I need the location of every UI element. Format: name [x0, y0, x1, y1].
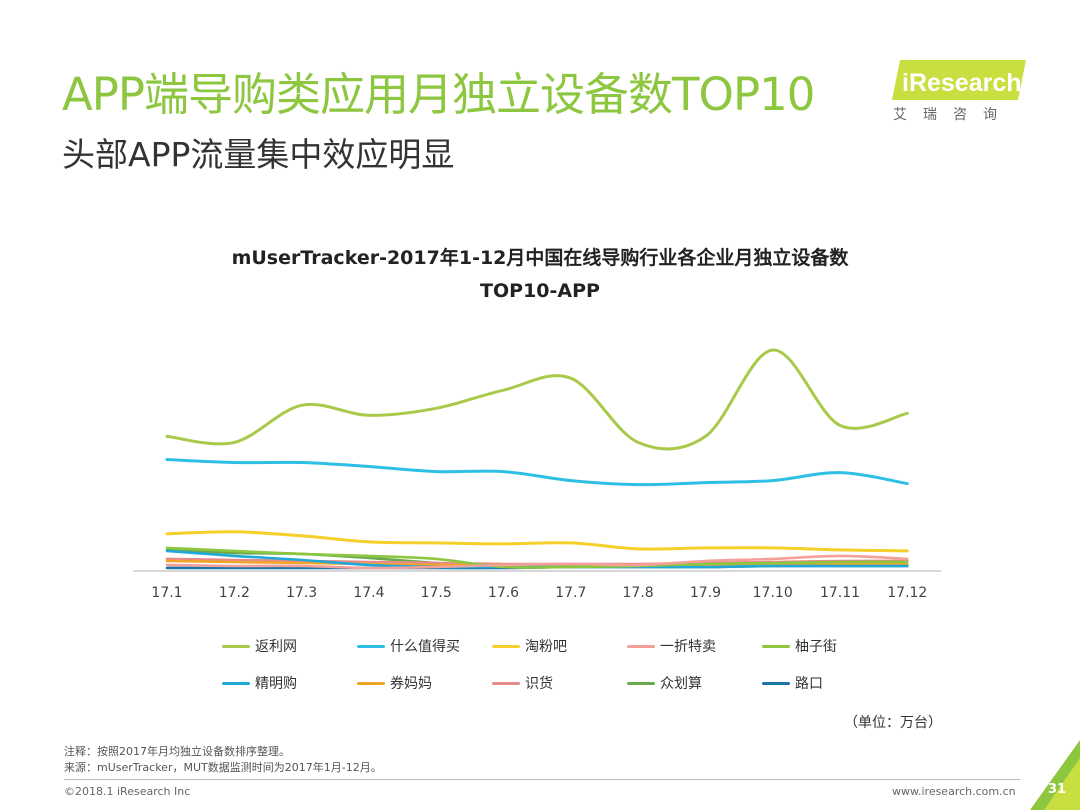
x-tick-label: 17.9: [690, 585, 721, 601]
x-tick-label: 17.7: [555, 585, 586, 601]
chart-title-line-2: TOP10-APP: [480, 280, 600, 302]
legend-item: 淘粉吧: [492, 636, 567, 656]
legend-item: 识货: [492, 673, 553, 693]
series-line-1: [165, 348, 909, 451]
page-subtitle: 头部APP流量集中效应明显: [62, 135, 455, 174]
legend-label: 什么值得买: [390, 639, 460, 655]
site-url: www.iresearch.com.cn: [892, 785, 1016, 798]
series-line-4: [165, 554, 909, 570]
unit-note: （单位：万台）: [844, 715, 942, 731]
legend-swatch: [357, 644, 385, 648]
x-tick-label: 17.3: [286, 585, 317, 601]
legend-item: 柚子街: [762, 636, 837, 656]
legend-label: 众划算: [660, 676, 702, 692]
page-number: 31: [1047, 782, 1067, 797]
legend-label: 精明购: [255, 676, 297, 692]
logo-tagline: 艾瑞咨询: [893, 107, 1013, 123]
legend-item: 众划算: [627, 673, 702, 693]
legend-swatch: [627, 681, 655, 685]
legend-label: 券妈妈: [390, 676, 432, 692]
chart-title-line-1: mUserTracker-2017年1-12月中国在线导购行业各企业月独立设备数: [231, 247, 849, 269]
copyright-text: ©2018.1 iResearch Inc: [64, 785, 191, 798]
legend-item: 什么值得买: [357, 636, 460, 656]
footnote-source: 来源：mUserTracker，MUT数据监测时间为2017年1月-12月。: [64, 761, 382, 774]
x-tick-label: 17.10: [753, 585, 793, 601]
legend-item: 返利网: [222, 636, 297, 656]
legend-label: 一折特卖: [660, 639, 716, 655]
legend-label: 识货: [525, 676, 553, 692]
legend-swatch: [222, 681, 250, 685]
legend-swatch: [762, 644, 790, 648]
legend-swatch: [627, 644, 655, 648]
legend-swatch: [222, 644, 250, 648]
x-tick-label: 17.4: [353, 585, 384, 601]
legend-swatch: [492, 681, 520, 685]
legend-swatch: [762, 681, 790, 685]
line-chart: 17.1 17.2 17.3 17.4 17.5 17.6 17.7 17.8 17.9 17.1…: [133, 348, 941, 601]
iresearch-logo: iResearch: [892, 60, 1026, 100]
x-tick-label: 17.1: [151, 585, 182, 601]
x-tick-label: 17.11: [820, 585, 860, 601]
legend-swatch: [357, 681, 385, 685]
legend-label: 路口: [795, 676, 823, 692]
legend-item: 精明购: [222, 673, 297, 693]
footer-divider: [64, 779, 1020, 780]
legend-label: 柚子街: [795, 639, 837, 655]
corner-decoration: [1030, 740, 1080, 810]
legend-label: 淘粉吧: [525, 639, 567, 655]
legend-item: 券妈妈: [357, 673, 432, 693]
series-line-5: [165, 546, 909, 569]
series-line-2: [165, 458, 909, 487]
footnote-note: 注释：按照2017年月均独立设备数排序整理。: [64, 745, 290, 758]
x-tick-label: 17.8: [623, 585, 654, 601]
page-title: APP端导购类应用月独立设备数TOP10: [62, 68, 815, 121]
series-line-3: [165, 530, 909, 553]
svg-text:iResearch: iResearch: [902, 69, 1022, 97]
legend-item: 一折特卖: [627, 636, 716, 656]
x-tick-label: 17.12: [887, 585, 927, 601]
legend-label: 返利网: [255, 639, 297, 655]
x-tick-label: 17.6: [488, 585, 519, 601]
x-tick-label: 17.2: [219, 585, 250, 601]
x-tick-label: 17.5: [421, 585, 452, 601]
legend-item: 路口: [762, 673, 823, 693]
legend-swatch: [492, 644, 520, 648]
